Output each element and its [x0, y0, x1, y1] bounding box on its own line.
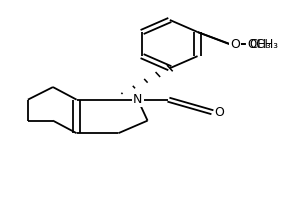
Text: O: O	[230, 38, 240, 51]
Text: O: O	[230, 38, 240, 51]
Text: O: O	[215, 106, 225, 119]
Text: N: N	[133, 93, 143, 106]
Text: OCH₃: OCH₃	[248, 38, 279, 51]
Text: CH₃: CH₃	[249, 38, 271, 51]
